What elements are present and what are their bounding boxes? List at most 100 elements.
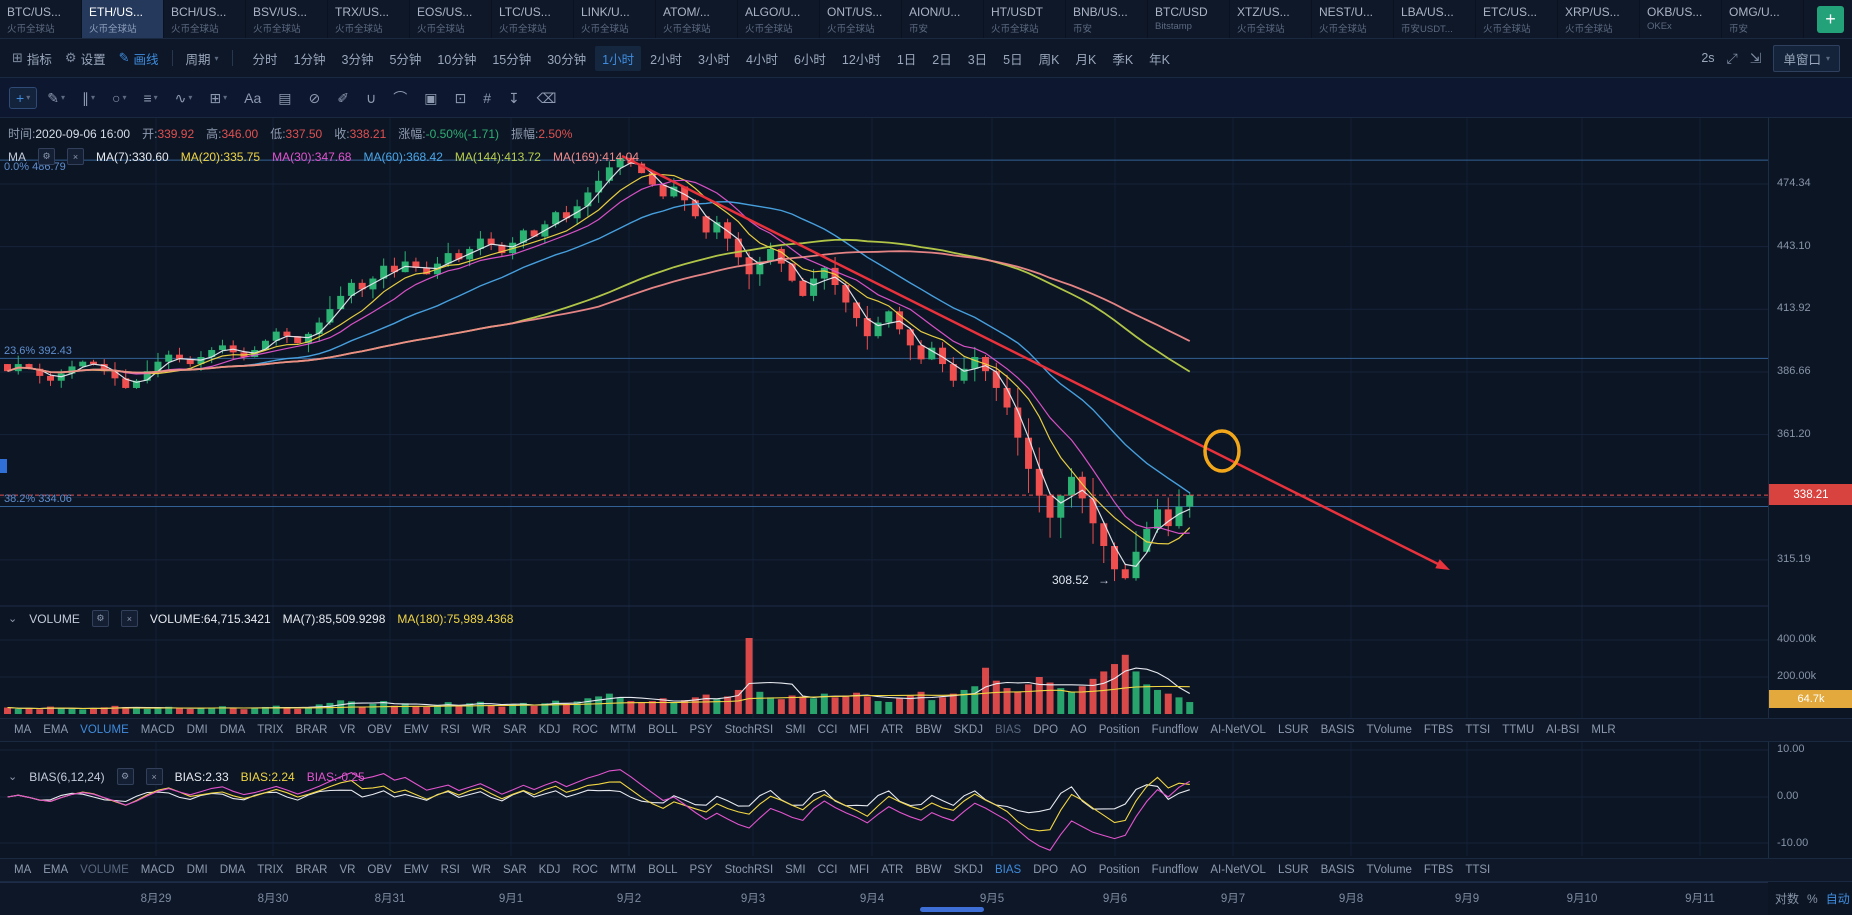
timeframe-年K[interactable]: 年K [1149,52,1170,67]
indicator-tab-position[interactable]: Position [1098,724,1140,736]
indicator-tab-tvolume[interactable]: TVolume [1366,864,1412,876]
indicator-tab-psy[interactable]: PSY [689,724,713,736]
indicator-tab-dma[interactable]: DMA [219,864,246,876]
indicator-tab-ftbs[interactable]: FTBS [1423,864,1454,876]
pair-tab[interactable]: BSV/US... 火币全球站 [246,0,328,38]
indicator-tab-trix[interactable]: TRIX [257,724,284,736]
timeframe-1分钟[interactable]: 1分钟 [293,52,326,67]
indicator-tab-ma[interactable]: MA [14,724,32,736]
timeframe-2日[interactable]: 2日 [932,52,952,67]
indicator-tab-ttmu[interactable]: TTMU [1502,724,1535,736]
indicator-tab-skdj[interactable]: SKDJ [953,864,983,876]
indicator-tab-sar[interactable]: SAR [502,864,527,876]
indicator-tab-atr[interactable]: ATR [881,864,904,876]
annotate-tool[interactable]: ✐ [331,88,355,108]
timeframe-5分钟[interactable]: 5分钟 [389,52,422,67]
indicator-tab-ai-netvol[interactable]: AI-NetVOL [1210,864,1266,876]
indicator-tab-emv[interactable]: EMV [403,864,429,876]
timeframe-1日[interactable]: 1日 [896,52,917,67]
copy-tool[interactable]: ⊡ [448,88,472,108]
indicator-tab-roc[interactable]: ROC [572,724,598,736]
indicator-tab-dmi[interactable]: DMI [186,864,208,876]
pair-tab[interactable]: OMG/U... 币安 [1722,0,1804,38]
indicator-tab-atr[interactable]: ATR [881,724,904,736]
indicator-tab-trix[interactable]: TRIX [257,864,284,876]
indicator-tab-rsi[interactable]: RSI [440,864,460,876]
indicator-tab-kdj[interactable]: KDJ [538,724,561,736]
indicator-tab-basis[interactable]: BASIS [1320,864,1355,876]
indicator-tab-dma[interactable]: DMA [219,724,246,736]
gann-tool[interactable]: ⊞ ▾ [203,88,233,108]
indicator-tab-fundflow[interactable]: Fundflow [1151,864,1199,876]
magnet-tool[interactable]: ∪ [360,88,382,108]
indicator-tab-ftbs[interactable]: FTBS [1423,724,1454,736]
pane-close-icon[interactable]: × [67,148,84,165]
indicator-tab-volume[interactable]: VOLUME [80,724,129,736]
indicator-tab-psy[interactable]: PSY [689,864,713,876]
indicator-tab-fundflow[interactable]: Fundflow [1151,724,1199,736]
indicator-tab-mtm[interactable]: MTM [609,724,637,736]
indicator-tab-obv[interactable]: OBV [367,724,392,736]
indicator-tab-bias[interactable]: BIAS [994,724,1022,736]
indicator-tab-brar[interactable]: BRAR [295,864,328,876]
indicator-tab-boll[interactable]: BOLL [648,724,678,736]
pair-tab[interactable]: EOS/US... 火币全球站 [410,0,492,38]
indicator-tab-smi[interactable]: SMI [785,724,806,736]
time-axis[interactable]: 8月29 8月30 8月31 9月1 9月2 9月3 9月4 9月5 9月6 9月7 9月8 9月9 9… [0,882,1768,915]
text-tool[interactable]: Aa [238,88,267,108]
draw-button[interactable]: ✎ 画线 [119,49,159,68]
indicator-tab-kdj[interactable]: KDJ [538,864,561,876]
timeframe-月K[interactable]: 月K [1075,52,1097,67]
pair-tab[interactable]: TRX/US... 火币全球站 [328,0,410,38]
pair-tab[interactable]: XTZ/US... 火币全球站 [1230,0,1312,38]
refresh-interval[interactable]: 2s [1701,51,1715,65]
indicator-tab-ma[interactable]: MA [14,864,32,876]
timeframe-3小时[interactable]: 3小时 [698,52,730,67]
pane-settings-icon[interactable]: ⚙ [91,610,109,627]
indicator-tab-mfi[interactable]: MFI [849,864,870,876]
pane-close-icon[interactable]: × [145,768,163,785]
log-scale-toggle[interactable]: 对数 [1775,892,1800,906]
indicator-tab-roc[interactable]: ROC [572,864,598,876]
indicator-tab-skdj[interactable]: SKDJ [953,724,983,736]
pair-tab[interactable]: BNB/US... 币安 [1066,0,1148,38]
pair-tab[interactable]: BTC/US... 火币全球站 [0,0,82,38]
pane-collapse-chevron[interactable]: ⌄ [8,613,18,625]
indicator-tab-dpo[interactable]: DPO [1033,864,1059,876]
chart-h-scrollbar[interactable] [920,907,984,912]
price-axis[interactable]: 338.21 64.7k 474.34 443.10 413.92 386.66 361… [1768,118,1852,882]
auto-scale-toggle[interactable]: 自动 [1825,892,1850,906]
trendline-tool[interactable]: ✎ ▾ [41,88,71,108]
delete-tool[interactable]: ⌫ [531,88,563,108]
timeframe-3日[interactable]: 3日 [967,52,988,67]
pair-tab[interactable]: ATOM/... 火币全球站 [656,0,738,38]
indicator-tab-wr[interactable]: WR [471,864,491,876]
pair-tab[interactable]: BCH/US... 火币全球站 [164,0,246,38]
indicator-tab-lsur[interactable]: LSUR [1277,864,1309,876]
indicator-tab-position[interactable]: Position [1098,864,1140,876]
indicator-tab-emv[interactable]: EMV [403,724,429,736]
pair-tab[interactable]: LTC/US... 火币全球站 [492,0,574,38]
timeframe-15分钟[interactable]: 15分钟 [492,52,532,67]
indicator-tab-dmi[interactable]: DMI [186,724,208,736]
indicator-tab-vr[interactable]: VR [339,864,356,876]
timeframe-季K[interactable]: 季K [1112,52,1134,67]
lock-tool[interactable]: ▣ [418,88,443,108]
window-mode-button[interactable]: 单窗口 ▾ [1773,44,1840,72]
add-tab-button[interactable]: + [1817,6,1844,33]
indicator-tab-ai-bsi[interactable]: AI-BSI [1546,724,1580,736]
pair-tab[interactable]: LBA/US... 币安USDT... [1394,0,1476,38]
fullscreen-icon[interactable]: ⤢ [1726,49,1738,66]
indicator-tab-ttsi[interactable]: TTSI [1465,864,1491,876]
indicator-tab-smi[interactable]: SMI [785,864,806,876]
pane-collapse-chevron[interactable]: ⌄ [8,771,18,783]
indicator-tab-macd[interactable]: MACD [140,724,175,736]
ellipse-tool[interactable]: ○ ▾ [106,88,132,108]
pair-tab[interactable]: OKB/US... OKEx [1640,0,1722,38]
indicator-tab-ao[interactable]: AO [1070,724,1087,736]
timeframe-1小时[interactable]: 1小时 [595,45,642,71]
brush-tool[interactable]: ▤ [272,88,297,108]
indicator-tab-bbw[interactable]: BBW [915,724,942,736]
wave-tool[interactable]: ∿ ▾ [169,88,199,108]
measure-tool[interactable]: ⌒ [387,88,413,108]
